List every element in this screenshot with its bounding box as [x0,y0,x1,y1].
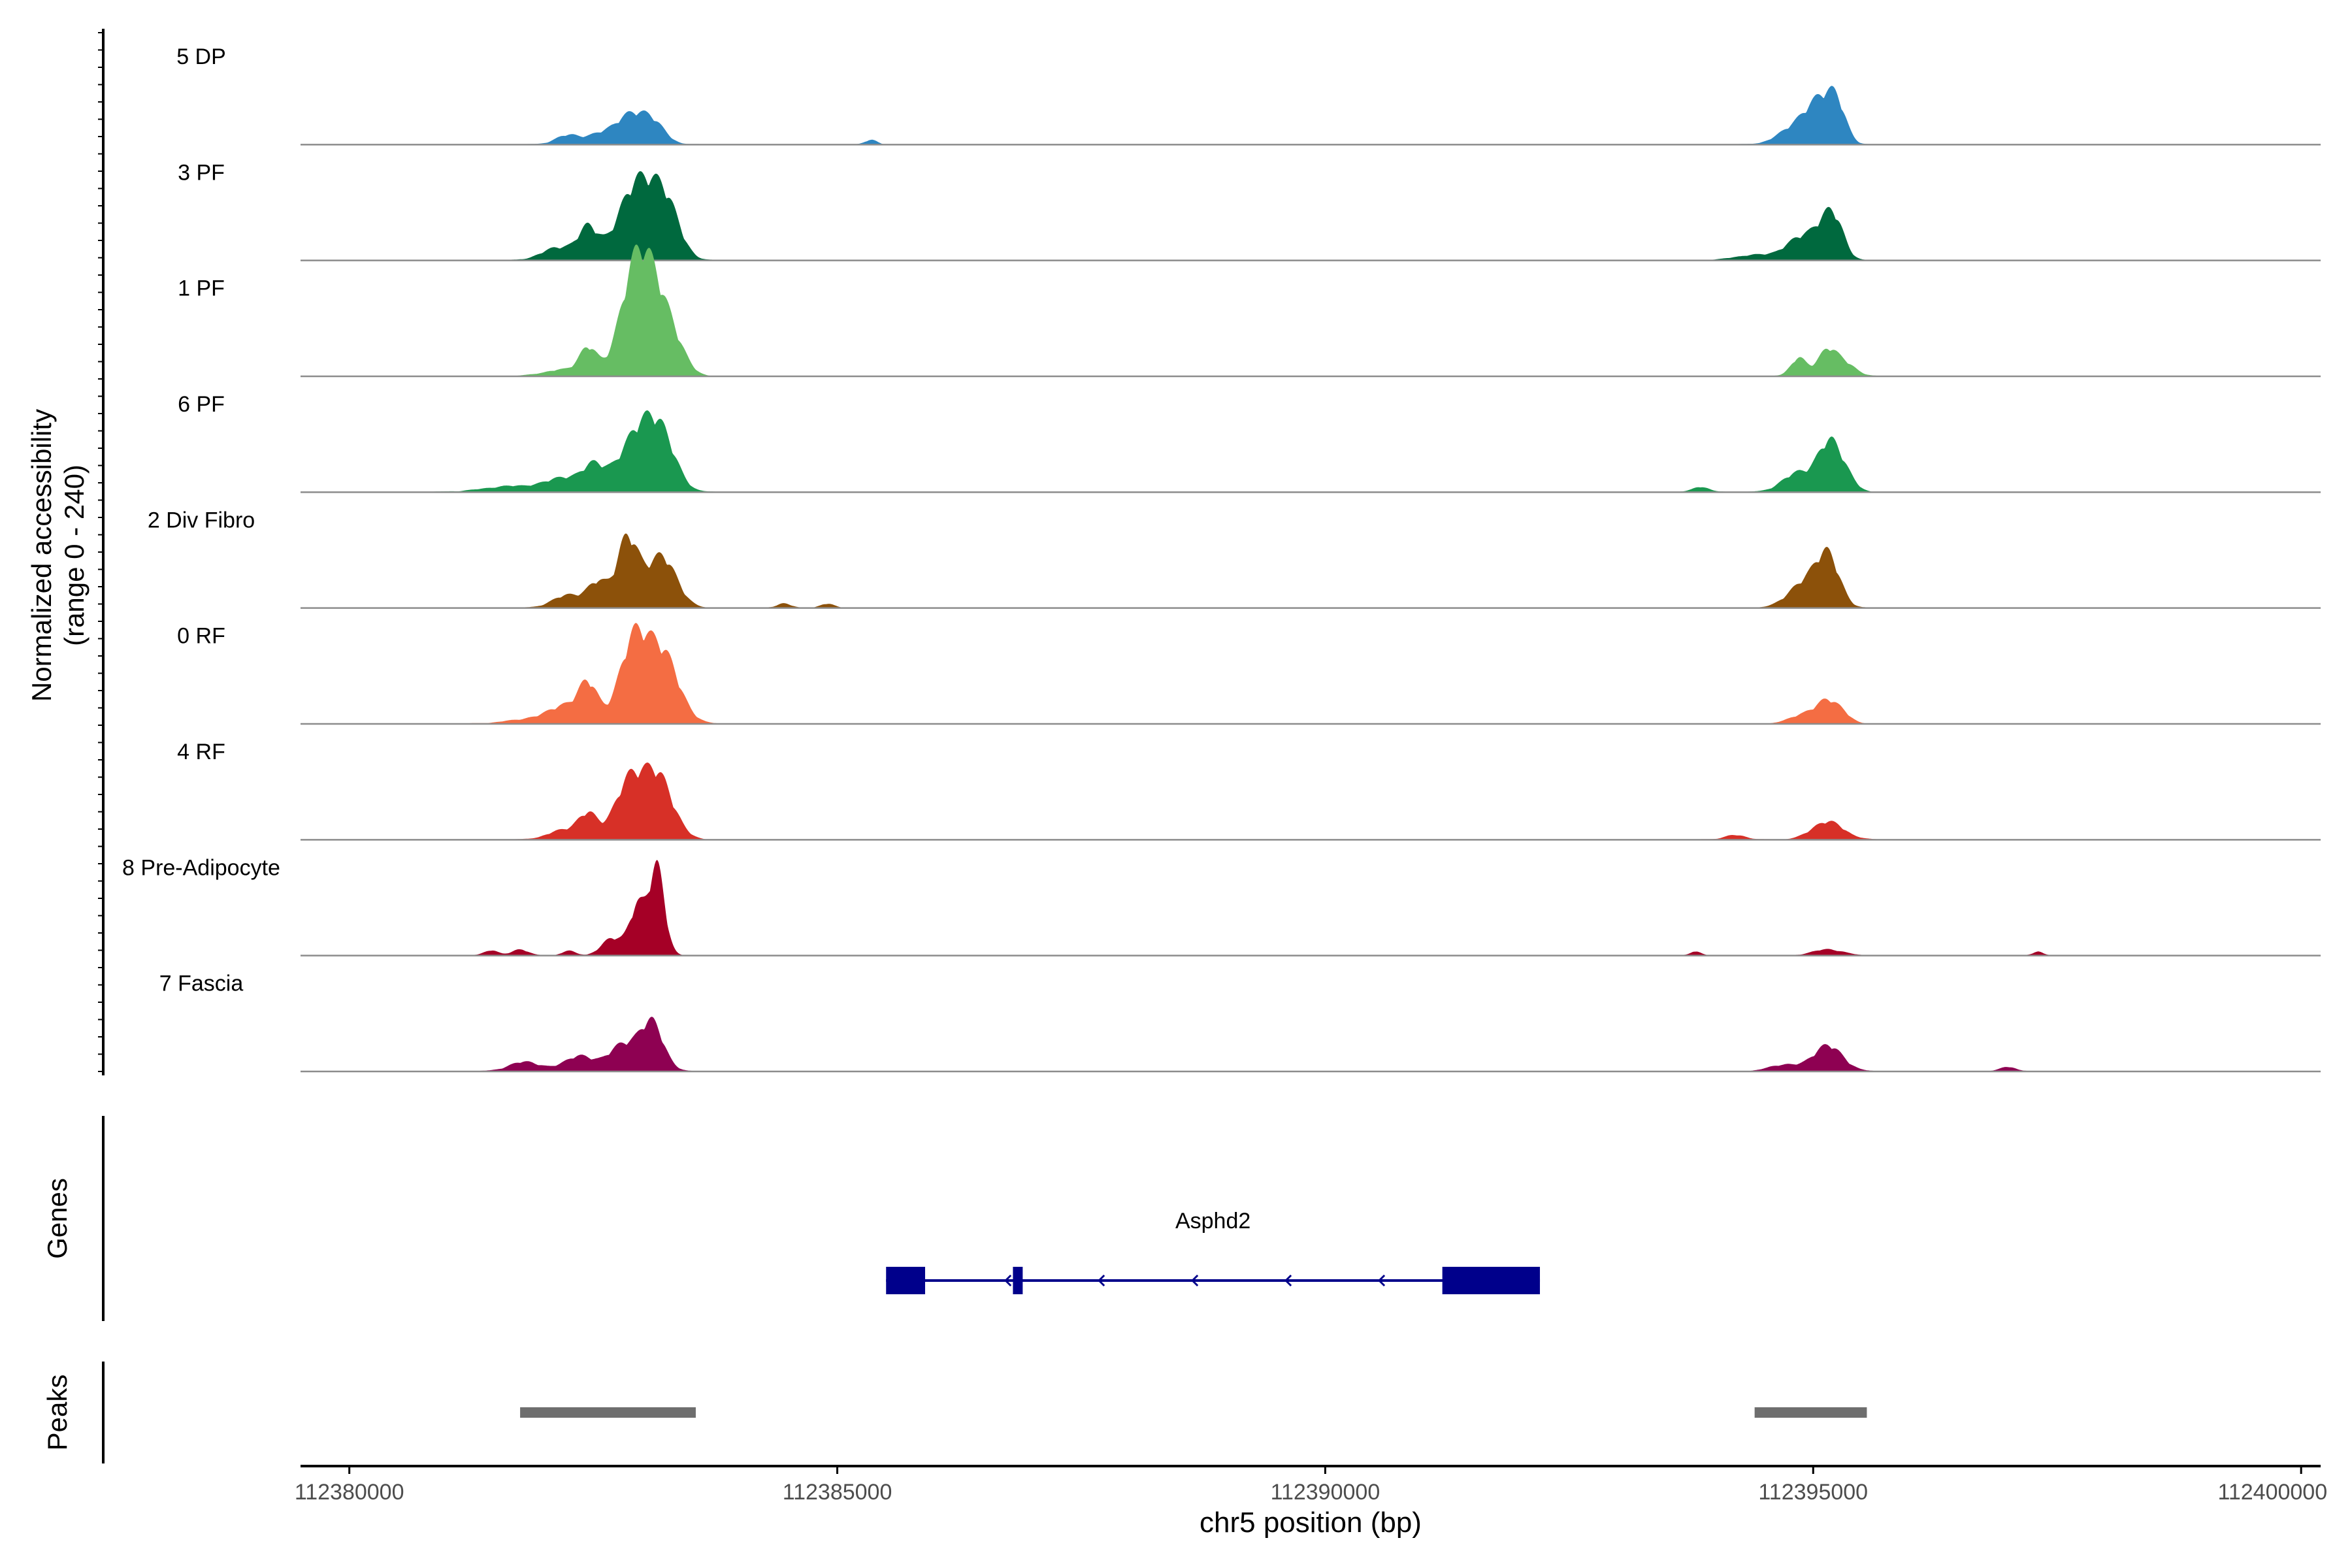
gene-models: Asphd2 [886,1209,1541,1294]
peak-region [520,1407,696,1418]
x-tick-label: 112385000 [783,1480,892,1505]
track-5-dp: 5 DP [176,44,2321,146]
peak-region [1754,1407,1867,1418]
x-tick-label: 112390000 [1271,1480,1380,1505]
track-label: 6 PF [178,392,225,417]
coverage-area [301,623,2223,724]
track-7-fascia: 7 Fascia [159,972,2321,1073]
track-8-pre-adipocyte: 8 Pre-Adipocyte [122,855,2321,956]
strand-arrow [1098,1274,1105,1287]
x-tick-label: 112395000 [1758,1480,1868,1505]
coverage-area [301,410,2223,493]
strand-arrow [1004,1274,1012,1287]
coverage-area [301,1017,2223,1071]
coverage-y-label-line1: Normalized accessibility [26,409,57,702]
track-label: 5 DP [176,44,226,69]
coverage-tracks: 5 DP 3 PF 1 PF 6 PF 2 Div Fibro 0 RF 4 RF 8 Pre… [122,44,2321,1073]
track-3-pf: 3 PF [178,160,2321,261]
coverage-y-ticks [98,32,103,1072]
track-1-pf: 1 PF [178,244,2321,378]
x-tick-label: 112380000 [295,1480,404,1505]
coverage-y-axis: Normalized accessibility (range 0 - 240) [26,29,105,1075]
gene-exon [886,1267,925,1294]
x-ticks: 112380000 112385000 112390000 112395000 1124… [295,1466,2327,1505]
gene-asphd2: Asphd2 [886,1209,1541,1294]
gene-name-label: Asphd2 [1175,1209,1250,1233]
track-label: 1 PF [178,276,225,301]
gene-exon [1013,1267,1023,1294]
strand-arrow [1191,1274,1199,1287]
track-6-pf: 6 PF [178,392,2321,493]
coverage-area [301,244,2223,376]
genes-panel: Genes Asphd2 [42,1116,1541,1321]
track-4-rf: 4 RF [177,740,2321,841]
coverage-area [301,762,2223,840]
x-axis-label: chr5 position (bp) [1200,1507,1422,1539]
track-label: 4 RF [177,740,225,764]
genes-track-label: Genes [42,1178,73,1259]
coverage-area [301,86,2223,145]
track-label: 7 Fascia [159,972,244,996]
peaks-track-label: Peaks [42,1375,73,1451]
track-label: 3 PF [178,160,225,185]
x-tick-label: 112400000 [2217,1480,2327,1505]
coverage-area [301,860,2223,956]
strand-arrow [1284,1274,1292,1287]
coverage-y-label-line2: (range 0 - 240) [59,465,90,646]
coverage-area [301,171,2223,261]
track-label: 8 Pre-Adipocyte [122,855,280,880]
peak-regions [520,1407,1867,1418]
track-label: 0 RF [177,624,225,649]
coverage-area [301,533,2223,608]
gene-exon [1442,1267,1541,1294]
track-label: 2 Div Fibro [148,508,255,532]
x-axis: 112380000 112385000 112390000 112395000 1124… [295,1465,2327,1539]
peaks-panel: Peaks [42,1362,1867,1463]
track-2-div-fibro: 2 Div Fibro [148,508,2321,609]
strand-arrow [1377,1274,1386,1287]
track-0-rf: 0 RF [177,623,2321,725]
